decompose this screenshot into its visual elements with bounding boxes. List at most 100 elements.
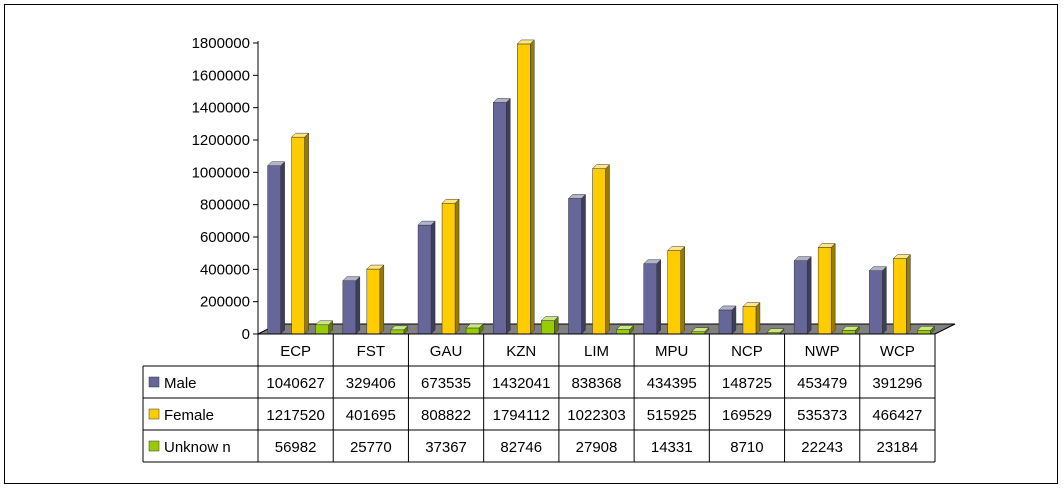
data-label: 82746 [500, 439, 542, 456]
y-tick-label: 1400000 [192, 100, 250, 117]
bar-front [390, 329, 405, 335]
bar-top [892, 254, 911, 259]
bar-top [742, 302, 761, 307]
bar-side [280, 161, 285, 335]
bar-top [540, 316, 559, 321]
bar-top [315, 320, 334, 326]
tick-label-mpu: MPU [655, 343, 688, 360]
data-label: 8710 [730, 439, 763, 456]
y-tick-label: 800000 [200, 197, 250, 214]
bar-unknown-nwp [841, 325, 860, 335]
data-label: 14331 [651, 439, 693, 456]
bar-side [605, 164, 610, 335]
y-tick-label: 200000 [200, 294, 250, 311]
data-label: 1022303 [567, 407, 625, 424]
bar-female-ecp [291, 132, 310, 335]
bar-top [291, 132, 310, 138]
data-label: 37367 [425, 439, 467, 456]
bar-front [517, 43, 531, 335]
bar-front [465, 327, 480, 335]
legend-swatch [148, 376, 160, 388]
bar-front [893, 258, 907, 335]
bar-female-fst [366, 264, 385, 335]
bar-top [643, 259, 662, 265]
data-label: 1432041 [492, 375, 550, 392]
bar-front [267, 165, 281, 335]
data-label: 434395 [647, 375, 697, 392]
legend-label: Female [164, 407, 214, 424]
bar-top [342, 276, 361, 281]
data-label: 22243 [801, 439, 843, 456]
bar-top [465, 323, 484, 329]
bars [267, 39, 935, 335]
bar-female-ncp [742, 301, 761, 335]
bar-male-ecp [267, 161, 286, 335]
bar-front [742, 306, 757, 335]
y-tick-label: 1000000 [192, 164, 250, 181]
data-label: 466427 [872, 407, 922, 424]
bar-male-lim [567, 193, 587, 335]
bar-top [667, 246, 686, 251]
bar-side [454, 198, 460, 335]
y-tick-label: 0 [242, 326, 250, 343]
bar-unknown-ecp [315, 320, 334, 335]
bar-front [793, 260, 808, 335]
data-label: 1217520 [266, 407, 324, 424]
bar-top [516, 39, 535, 45]
bar-front [592, 168, 606, 335]
bar-unknown-wcp [916, 325, 935, 335]
bar-front [718, 309, 733, 335]
y-tick-label: 400000 [200, 261, 250, 278]
bar-top [441, 198, 460, 204]
bar-female-kzn [516, 39, 535, 335]
data-label: 25770 [350, 439, 392, 456]
bar-front [441, 202, 456, 335]
legend-label: Unknow n [164, 439, 231, 456]
bar-side [882, 266, 887, 335]
bar-top [691, 327, 710, 332]
bar-side [906, 253, 911, 335]
bar-side [430, 220, 436, 335]
data-label: 1794112 [493, 407, 550, 424]
bar-front [366, 268, 381, 335]
bar-female-gau [441, 198, 460, 335]
bar-unknown-ncp [766, 327, 785, 335]
bar-top [567, 194, 587, 199]
tick-label-nwp: NWP [805, 343, 840, 360]
bar-male-nwp [793, 256, 812, 335]
data-label: 148725 [722, 375, 772, 392]
bar-side [755, 301, 761, 335]
bar-unknown-gau [465, 323, 484, 335]
bar-front [917, 330, 931, 335]
bar-top [267, 161, 286, 167]
tick-label-wcp: WCP [880, 343, 915, 360]
bar-male-mpu [643, 259, 662, 335]
data-label: 169529 [722, 407, 772, 424]
bar-male-ncp [718, 305, 737, 335]
bar-side [304, 132, 309, 335]
bar-front [291, 136, 305, 335]
bar-side [379, 264, 385, 335]
bar-top [793, 256, 812, 261]
data-label: 1040627 [266, 375, 324, 392]
bar-unknown-lim [615, 324, 635, 335]
data-table: ECP FST GAU KZN LIM MPU NCP NWP WCP Male 1040627 32… [142, 333, 936, 463]
data-label: 401695 [346, 407, 396, 424]
bar-male-gau [417, 220, 436, 335]
legend-swatch [148, 440, 160, 452]
y-tick-label: 1200000 [192, 132, 250, 149]
data-label: 391296 [872, 375, 922, 392]
bar-front [417, 224, 432, 335]
data-label: 27908 [576, 439, 618, 456]
bar-front [817, 247, 832, 335]
bar-side [581, 193, 586, 335]
bar-top [766, 328, 785, 333]
tick-label-ecp: ECP [280, 343, 311, 360]
data-label: 23184 [877, 439, 919, 456]
data-label: 329406 [346, 375, 396, 392]
data-label: 673535 [421, 375, 471, 392]
y-tick-label: 1600000 [192, 67, 250, 84]
y-tick-label: 1800000 [192, 35, 250, 52]
bar-front [869, 270, 883, 335]
